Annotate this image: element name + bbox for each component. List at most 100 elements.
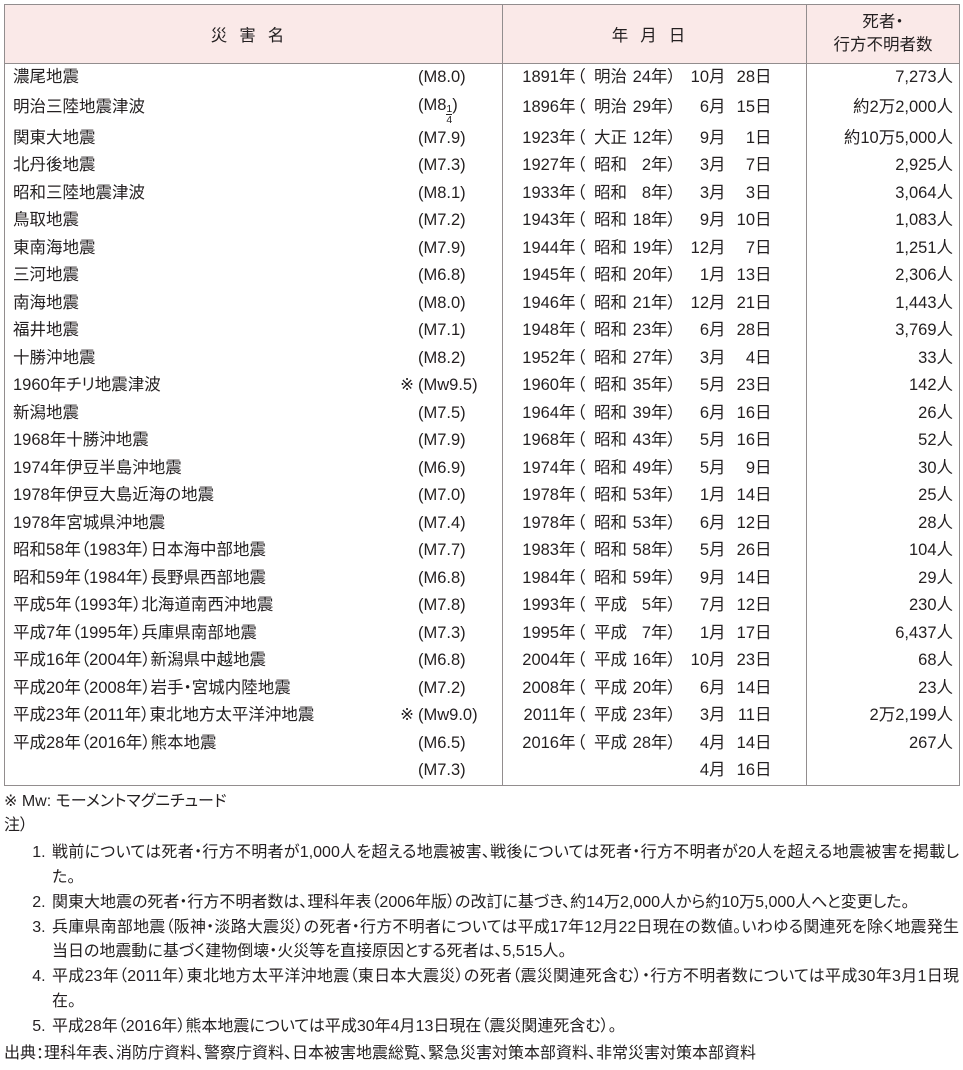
table-row: 1978年伊豆大島近海の地震(M7.0)1978年（昭和53年）1月14日25人 bbox=[5, 482, 960, 510]
date-cell: 1923年（大正12年）9月1日 bbox=[511, 125, 798, 153]
date-cell: 1960年（昭和35年）5月23日 bbox=[511, 372, 798, 400]
deaths-value: 33人 bbox=[807, 345, 960, 373]
disaster-name: 1974年伊豆半島沖地震 bbox=[13, 455, 396, 483]
deaths-value: 23人 bbox=[807, 675, 960, 703]
magnitude-label: (M7.8) bbox=[418, 592, 494, 620]
header-date: 年月日 bbox=[503, 5, 807, 64]
mark-icon: ※ bbox=[396, 702, 418, 730]
disaster-name: 東南海地震 bbox=[13, 235, 396, 263]
table-row: 三河地震(M6.8)1945年（昭和20年）1月13日2,306人 bbox=[5, 262, 960, 290]
magnitude-label: (M7.4) bbox=[418, 510, 494, 538]
table-row: 平成23年（2011年）東北地方太平洋沖地震※(Mw9.0) 2011年（平成23… bbox=[5, 702, 960, 730]
deaths-value: 267人 bbox=[807, 730, 960, 758]
table-row: 昭和三陸地震津波(M8.1)1933年（昭和8年）3月3日3,064人 bbox=[5, 180, 960, 208]
disaster-name: 鳥取地震 bbox=[13, 207, 396, 235]
date-cell: 1933年（昭和8年）3月3日 bbox=[511, 180, 798, 208]
magnitude-label: (M6.8) bbox=[418, 262, 494, 290]
note-item: 平成23年（2011年）東北地方太平洋沖地震（東日本大震災）の死者（震災関連死含… bbox=[50, 965, 959, 1015]
table-row: 南海地震(M8.0)1946年（昭和21年）12月21日1,443人 bbox=[5, 290, 960, 318]
date-cell: 1944年（昭和19年）12月7日 bbox=[511, 235, 798, 263]
magnitude-label: (M6.5) bbox=[418, 730, 494, 758]
deaths-value: 29人 bbox=[807, 565, 960, 593]
magnitude-label: (M8.0) bbox=[418, 64, 494, 92]
disaster-name: 平成28年（2016年）熊本地震 bbox=[13, 730, 396, 758]
magnitude-label: (M6.8) bbox=[418, 647, 494, 675]
date-cell: 2008年（平成20年）6月14日 bbox=[511, 675, 798, 703]
deaths-value: 52人 bbox=[807, 427, 960, 455]
table-row: 鳥取地震(M7.2)1943年（昭和18年）9月10日1,083人 bbox=[5, 207, 960, 235]
notes-list: 戦前については死者・行方不明者が1,000人を超える地震被害、戦後については死者… bbox=[4, 841, 959, 1039]
date-cell: 1978年（昭和53年）6月12日 bbox=[511, 510, 798, 538]
deaths-value: 2万2,199人 bbox=[807, 702, 960, 730]
deaths-value: 3,064人 bbox=[807, 180, 960, 208]
deaths-value: 1,083人 bbox=[807, 207, 960, 235]
table-row: 1978年宮城県沖地震 (M7.4) 1978年（昭和53年）6月12日 28人 bbox=[5, 510, 960, 538]
date-cell: 2004年（平成16年）10月23日 bbox=[511, 647, 798, 675]
disaster-name: 昭和59年（1984年）長野県西部地震 bbox=[13, 565, 396, 593]
table-row: 東南海地震(M7.9)1944年（昭和19年）12月7日1,251人 bbox=[5, 235, 960, 263]
date-cell: 1891年（明治24年）10月28日 bbox=[511, 64, 798, 92]
deaths-value: 約10万5,000人 bbox=[807, 125, 960, 153]
date-cell: 1968年（昭和43年）5月16日 bbox=[511, 427, 798, 455]
date-cell: 1984年（昭和59年）9月14日 bbox=[511, 565, 798, 593]
note-item: 戦前については死者・行方不明者が1,000人を超える地震被害、戦後については死者… bbox=[50, 841, 959, 891]
deaths-value bbox=[807, 757, 960, 785]
deaths-value: 7,273人 bbox=[807, 64, 960, 92]
disaster-name: 平成5年（1993年）北海道南西沖地震 bbox=[13, 592, 396, 620]
table-row: 平成5年（1993年）北海道南西沖地震(M7.8)1993年（平成5年）7月12… bbox=[5, 592, 960, 620]
disaster-name: 平成7年（1995年）兵庫県南部地震 bbox=[13, 620, 396, 648]
table-row: 新潟地震(M7.5)1964年（昭和39年）6月16日26人 bbox=[5, 400, 960, 428]
disaster-name: 1978年伊豆大島近海の地震 bbox=[13, 482, 396, 510]
date-cell: 1896年（明治29年）6月15日 bbox=[511, 94, 798, 122]
date-cell: 1927年（昭和2年）3月7日 bbox=[511, 152, 798, 180]
date-cell: 1974年（昭和49年）5月9日 bbox=[511, 455, 798, 483]
disaster-name: 福井地震 bbox=[13, 317, 396, 345]
date-cell: 1948年（昭和23年）6月28日 bbox=[511, 317, 798, 345]
table-row: 平成16年（2004年）新潟県中越地震(M6.8)2004年（平成16年）10月… bbox=[5, 647, 960, 675]
magnitude-label: (Mw9.0) bbox=[418, 702, 494, 730]
date-cell: 2011年（平成23年）3月11日 bbox=[511, 702, 798, 730]
deaths-value: 28人 bbox=[807, 510, 960, 538]
table-row: 1960年チリ地震津波※(Mw9.5)1960年（昭和35年）5月23日142人 bbox=[5, 372, 960, 400]
earthquake-table: 災害名 年月日 死者・行方不明者数 濃尾地震(M8.0)1891年（明治24年）… bbox=[4, 4, 960, 786]
disaster-name: 平成23年（2011年）東北地方太平洋沖地震 bbox=[13, 702, 396, 730]
table-row: 平成7年（1995年）兵庫県南部地震(M7.3)1995年（平成7年）1月17日… bbox=[5, 620, 960, 648]
note-item: 関東大地震の死者・行方不明者数は、理科年表（2006年版）の改訂に基づき、約14… bbox=[50, 891, 959, 916]
deaths-value: 1,251人 bbox=[807, 235, 960, 263]
deaths-value: 68人 bbox=[807, 647, 960, 675]
date-cell: 1983年（昭和58年）5月26日 bbox=[511, 537, 798, 565]
magnitude-label: (M7.5) bbox=[418, 400, 494, 428]
table-row: 昭和59年（1984年）長野県西部地震(M6.8)1984年（昭和59年）9月1… bbox=[5, 565, 960, 593]
date-cell: 1943年（昭和18年）9月10日 bbox=[511, 207, 798, 235]
disaster-name: 昭和58年（1983年）日本海中部地震 bbox=[13, 537, 396, 565]
deaths-value: 3,769人 bbox=[807, 317, 960, 345]
magnitude-label: (M814) bbox=[418, 92, 494, 125]
date-cell: 2016年（平成28年）4月14日 bbox=[511, 730, 798, 758]
table-row: 関東大地震(M7.9)1923年（大正12年）9月1日約10万5,000人 bbox=[5, 125, 960, 153]
note-mw: ※ Mw: モーメントマグニチュード bbox=[4, 790, 959, 815]
table-row: 昭和58年（1983年）日本海中部地震(M7.7)1983年（昭和58年）5月2… bbox=[5, 537, 960, 565]
deaths-value: 30人 bbox=[807, 455, 960, 483]
disaster-name: 1978年宮城県沖地震 bbox=[13, 510, 396, 538]
disaster-name: 1960年チリ地震津波 bbox=[13, 372, 396, 400]
table-row: 濃尾地震(M8.0)1891年（明治24年）10月28日7,273人 bbox=[5, 64, 960, 92]
disaster-name: 1968年十勝沖地震 bbox=[13, 427, 396, 455]
disaster-name: 昭和三陸地震津波 bbox=[13, 180, 396, 208]
deaths-value: 2,306人 bbox=[807, 262, 960, 290]
disaster-name: 三河地震 bbox=[13, 262, 396, 290]
date-cell: 1952年（昭和27年）3月4日 bbox=[511, 345, 798, 373]
magnitude-label: (M7.3) bbox=[418, 620, 494, 648]
date-cell: 4月16日 bbox=[511, 757, 798, 785]
deaths-value: 25人 bbox=[807, 482, 960, 510]
magnitude-label: (M7.3) bbox=[418, 152, 494, 180]
magnitude-label: (M6.9) bbox=[418, 455, 494, 483]
magnitude-label: (M8.0) bbox=[418, 290, 494, 318]
magnitude-label: (M7.9) bbox=[418, 427, 494, 455]
table-row: 平成28年（2016年）熊本地震 (M6.5) 2016年（平成28年）4月14日 2… bbox=[5, 730, 960, 758]
disaster-name: 十勝沖地震 bbox=[13, 345, 396, 373]
disaster-name: 北丹後地震 bbox=[13, 152, 396, 180]
mark-icon: ※ bbox=[396, 372, 418, 400]
disaster-name: 平成20年（2008年）岩手・宮城内陸地震 bbox=[13, 675, 396, 703]
table-row: (M7.3)4月16日 bbox=[5, 757, 960, 785]
magnitude-label: (Mw9.5) bbox=[418, 372, 494, 400]
